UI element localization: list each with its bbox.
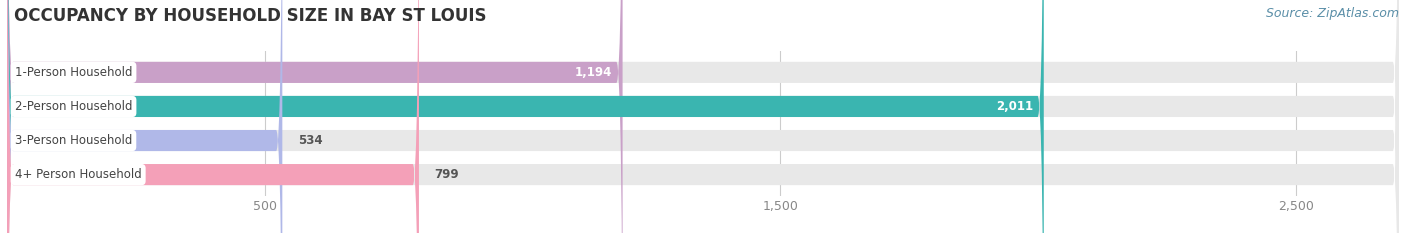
Text: 534: 534 bbox=[298, 134, 322, 147]
Text: OCCUPANCY BY HOUSEHOLD SIZE IN BAY ST LOUIS: OCCUPANCY BY HOUSEHOLD SIZE IN BAY ST LO… bbox=[14, 7, 486, 25]
Text: 1-Person Household: 1-Person Household bbox=[14, 66, 132, 79]
FancyBboxPatch shape bbox=[7, 0, 283, 233]
FancyBboxPatch shape bbox=[7, 0, 1399, 233]
Text: 2,011: 2,011 bbox=[997, 100, 1033, 113]
Text: 2-Person Household: 2-Person Household bbox=[14, 100, 132, 113]
FancyBboxPatch shape bbox=[7, 0, 1399, 233]
Text: 4+ Person Household: 4+ Person Household bbox=[14, 168, 142, 181]
Text: 3-Person Household: 3-Person Household bbox=[14, 134, 132, 147]
Text: 1,194: 1,194 bbox=[575, 66, 612, 79]
Text: Source: ZipAtlas.com: Source: ZipAtlas.com bbox=[1265, 7, 1399, 20]
FancyBboxPatch shape bbox=[7, 0, 1399, 233]
FancyBboxPatch shape bbox=[7, 0, 1043, 233]
Text: 799: 799 bbox=[434, 168, 458, 181]
FancyBboxPatch shape bbox=[7, 0, 419, 233]
FancyBboxPatch shape bbox=[7, 0, 623, 233]
FancyBboxPatch shape bbox=[7, 0, 1399, 233]
